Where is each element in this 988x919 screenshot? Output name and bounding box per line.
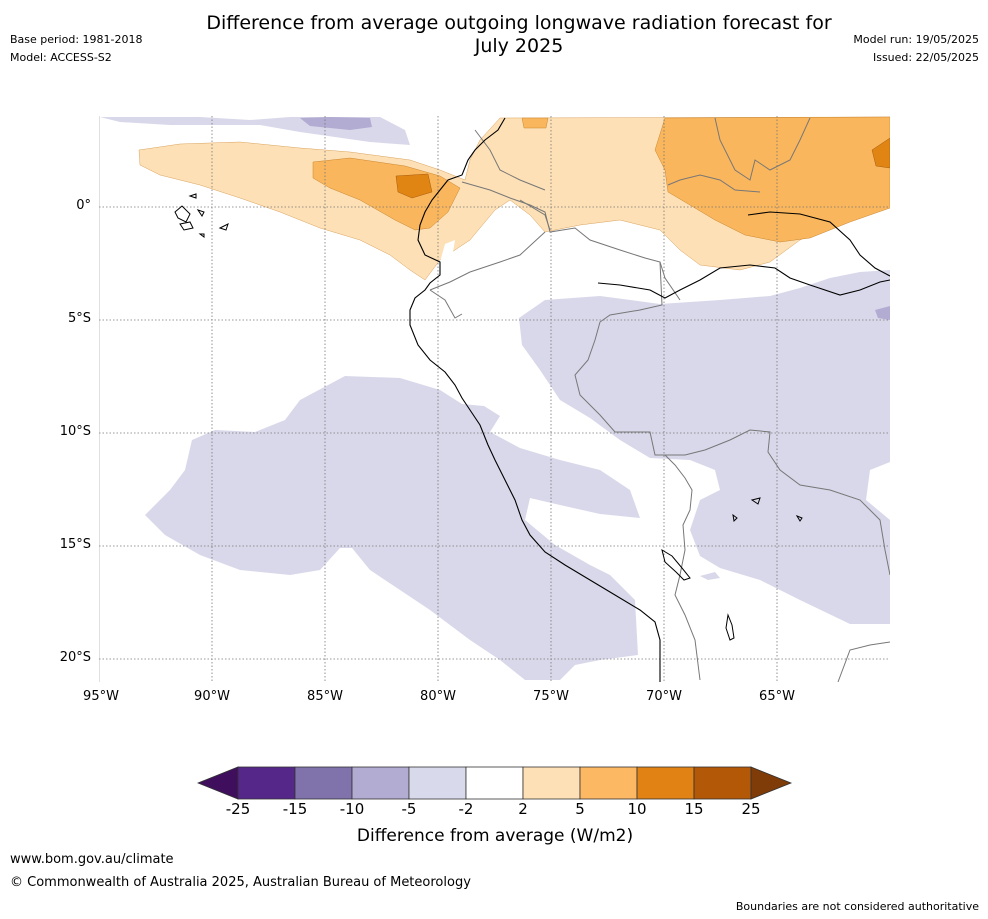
colorbar-label: -5 <box>401 800 417 818</box>
model-run: Model run: 19/05/2025 <box>853 33 979 46</box>
islands <box>174 193 229 238</box>
title-line-2: July 2025 <box>474 35 564 57</box>
footer-copyright: © Commonwealth of Australia 2025, Austra… <box>10 875 471 890</box>
colorbar-label: -15 <box>282 800 308 818</box>
colorbar-label: 5 <box>575 800 585 818</box>
lon-label-75w: 75°W <box>533 689 569 704</box>
colorbar-label: 25 <box>741 800 761 818</box>
base-period: Base period: 1981-2018 <box>10 33 143 46</box>
issued-date: Issued: 22/05/2025 <box>872 51 979 64</box>
colorbar <box>197 766 793 800</box>
colorbar-segment <box>237 766 296 800</box>
lat-label-0: 0° <box>76 198 91 213</box>
colorbar-segment <box>522 766 581 800</box>
colorbar-segment <box>579 766 638 800</box>
colorbar-label: 15 <box>684 800 704 818</box>
deeper-negative-region-east <box>875 306 890 320</box>
lon-label-70w: 70°W <box>646 689 682 704</box>
model-name: Model: ACCESS-S2 <box>10 51 112 64</box>
colorbar-label: 10 <box>627 800 647 818</box>
colorbar-segment <box>465 766 524 800</box>
footer-disclaimer: Boundaries are not considered authoritat… <box>735 900 979 913</box>
colorbar-segment <box>693 766 752 800</box>
colorbar-extend-low <box>197 766 239 800</box>
deeper-negative-region-north <box>300 117 372 130</box>
lat-label-10s: 10°S <box>59 424 91 439</box>
lat-label-20s: 20°S <box>59 650 91 665</box>
lon-label-95w: 95°W <box>83 689 119 704</box>
colorbar-extend-high <box>750 766 793 800</box>
footer-url[interactable]: www.bom.gov.au/climate <box>10 852 174 867</box>
map-grid <box>99 116 890 682</box>
colorbar-label: 2 <box>518 800 528 818</box>
colorbar-label: -25 <box>225 800 251 818</box>
lon-label-65w: 65°W <box>759 689 795 704</box>
lon-label-80w: 80°W <box>420 689 456 704</box>
lon-label-85w: 85°W <box>307 689 343 704</box>
lakes <box>661 497 803 641</box>
colorbar-segment <box>294 766 353 800</box>
country-borders <box>429 117 890 682</box>
colorbar-segment <box>408 766 467 800</box>
colorbar-title: Difference from average (W/m2) <box>356 826 634 846</box>
title-line-1: Difference from average outgoing longwav… <box>206 12 832 34</box>
anomaly-map <box>99 116 890 682</box>
colorbar-label: -10 <box>339 800 365 818</box>
colorbar-segment <box>636 766 695 800</box>
very-strong-positive-regions <box>395 137 890 199</box>
coastline <box>409 117 890 682</box>
colorbar-label: -2 <box>458 800 474 818</box>
lon-label-90w: 90°W <box>194 689 230 704</box>
page-title: Difference from average outgoing longwav… <box>160 12 878 58</box>
lat-label-15s: 15°S <box>59 537 91 552</box>
colorbar-segment <box>351 766 410 800</box>
lat-label-5s: 5°S <box>67 311 91 326</box>
